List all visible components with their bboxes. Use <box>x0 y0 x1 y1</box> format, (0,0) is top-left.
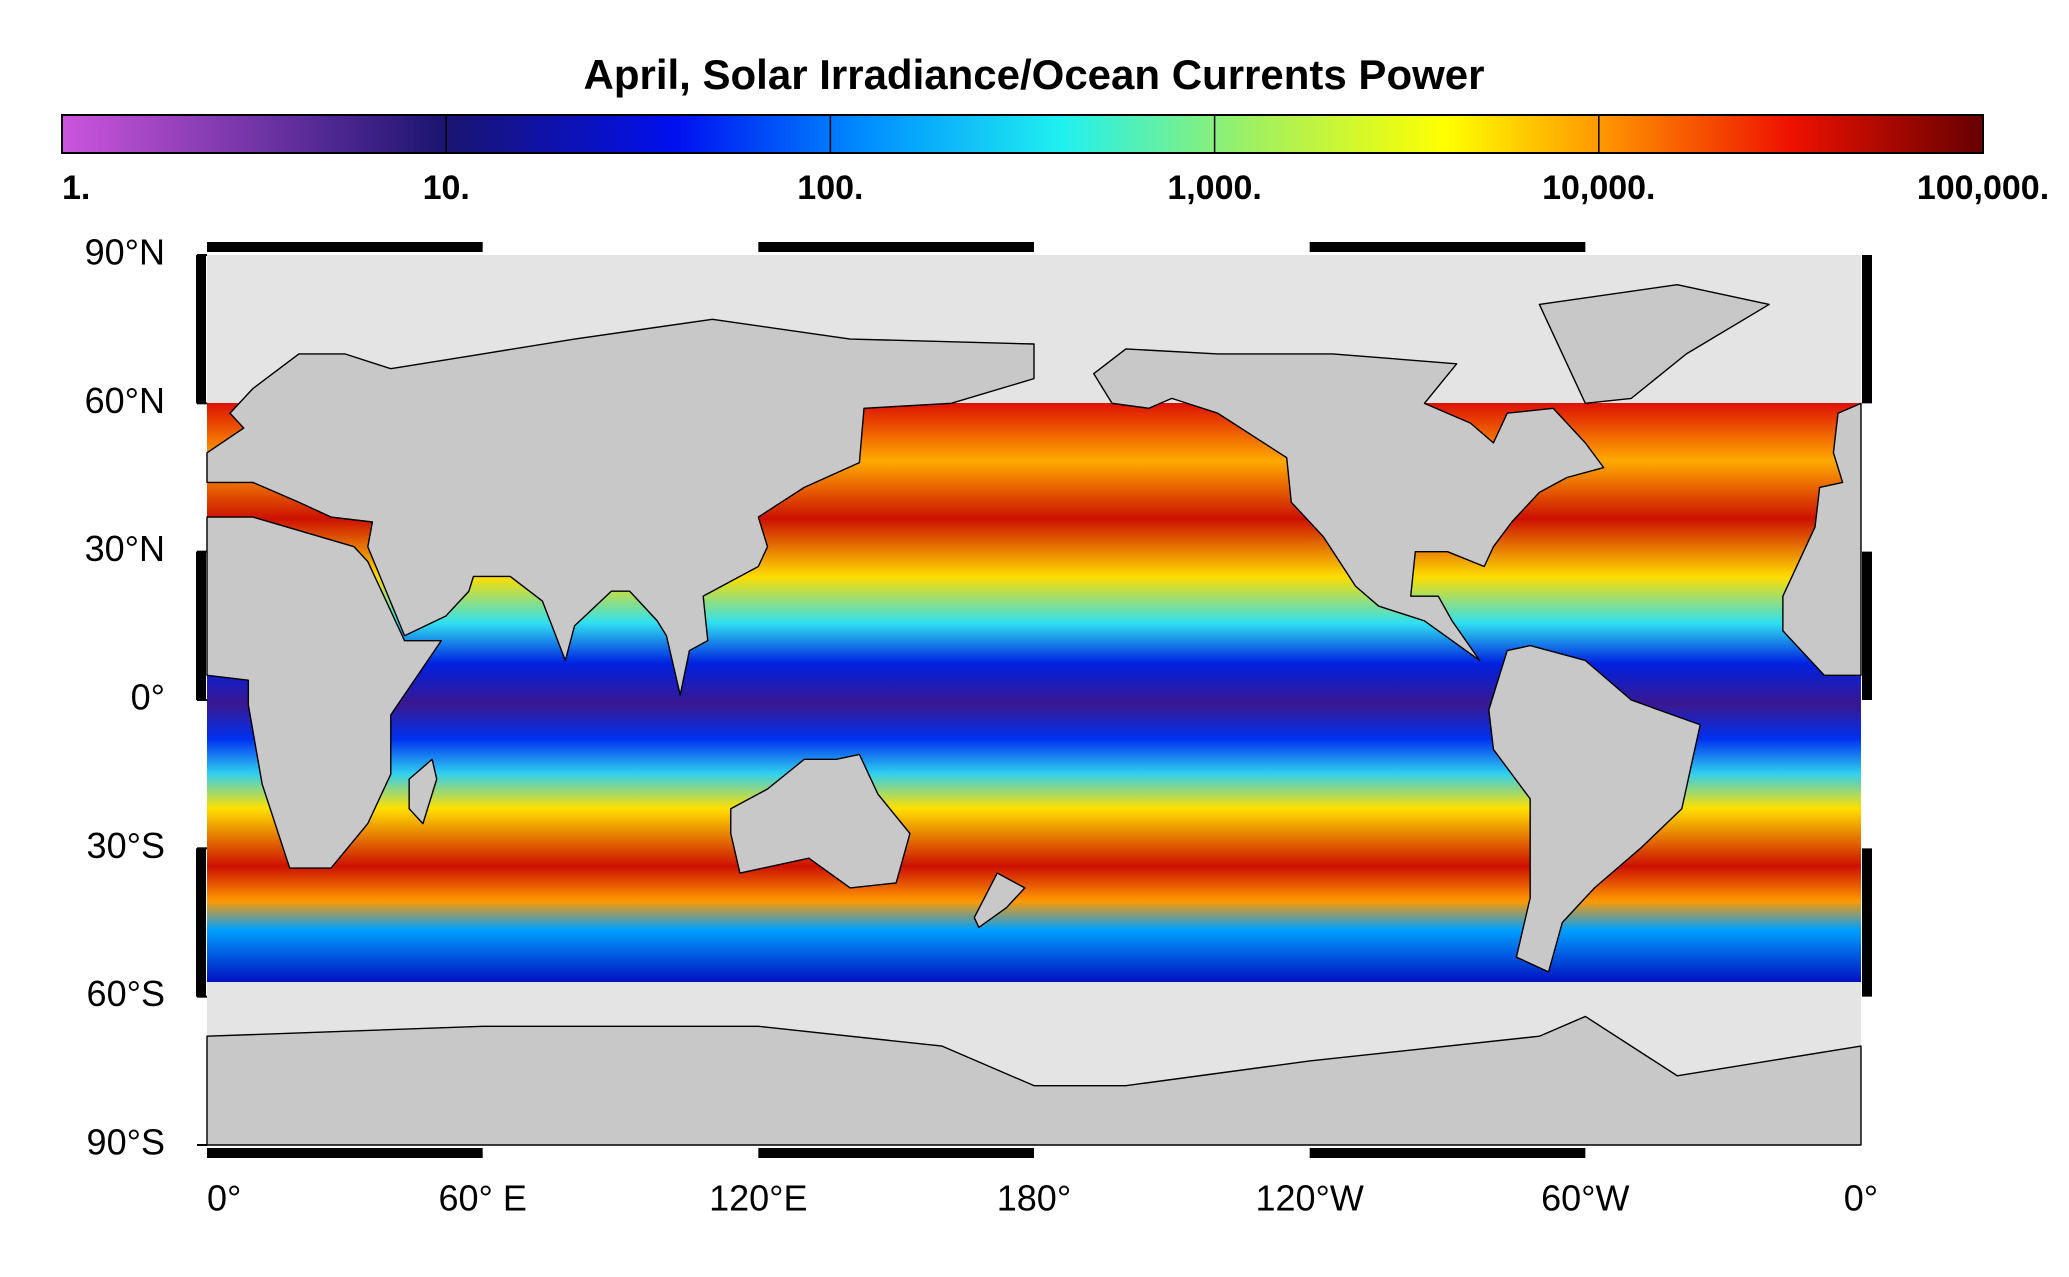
lon-tick-label: 120°W <box>1255 1178 1363 1219</box>
lon-tick-label: 0° <box>1844 1178 1878 1219</box>
continents <box>207 285 1861 1145</box>
colorbar-tick-label: 100. <box>797 169 863 207</box>
antarctica <box>207 1016 1861 1145</box>
australia <box>731 754 910 887</box>
map-ticks: 90°N 60°N 30°N 0° 30°S 60°S 90°S 0° 60° E 120°E 18… <box>85 232 1879 1219</box>
lat-tick-label: 60°N <box>85 380 165 421</box>
colorbar-tick-label: 1,000. <box>1167 169 1262 207</box>
west-africa-europe <box>1783 403 1861 675</box>
lon-tick-label: 180° <box>997 1178 1071 1219</box>
lon-tick-label: 60°W <box>1541 1178 1629 1219</box>
new-zealand <box>974 873 1025 927</box>
lat-tick-label: 90°S <box>87 1122 165 1163</box>
greenland <box>1539 285 1769 404</box>
lat-tick-label: 30°N <box>85 528 165 569</box>
colorbar-ticks: 1. 10. 100. 1,000. 10,000. 100,000. <box>61 115 2049 207</box>
lat-tick-label: 30°S <box>87 825 165 866</box>
colorbar-tick-label: 100,000. <box>1917 169 2049 207</box>
eurasia <box>207 319 1034 695</box>
colorbar-tick-label: 1. <box>62 169 90 207</box>
lat-tick-label: 90°N <box>85 232 165 273</box>
lat-tick-label: 0° <box>131 677 165 718</box>
colorbar-tick-label: 10,000. <box>1542 169 1655 207</box>
title: April, Solar Irradiance/Ocean Currents P… <box>584 51 1485 98</box>
colorbar-tick-label: 10. <box>423 169 470 207</box>
south-america <box>1489 646 1700 972</box>
colorbar <box>61 114 1984 154</box>
lon-tick-label: 60° E <box>438 1178 526 1219</box>
lon-tick-label: 120°E <box>709 1178 807 1219</box>
lon-tick-label: 0° <box>207 1178 241 1219</box>
madagascar <box>409 759 437 823</box>
africa <box>207 517 441 868</box>
north-america <box>1094 349 1604 660</box>
lat-tick-label: 60°S <box>87 973 165 1014</box>
